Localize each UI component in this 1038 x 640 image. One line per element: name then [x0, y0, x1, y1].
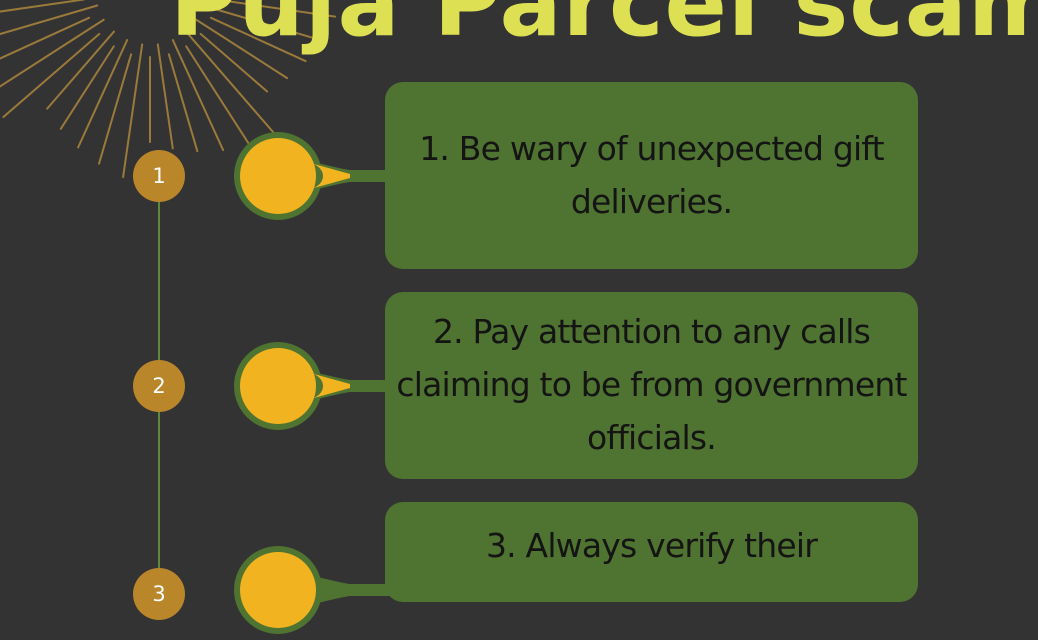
sunburst-ray [199, 32, 269, 93]
sunburst-ray [59, 45, 115, 130]
step-bubble-connector-1 [234, 132, 400, 220]
sunburst-ray [98, 53, 133, 165]
step-card-3: 3. Always verify their [385, 502, 918, 602]
step-bubble-connector-2 [234, 342, 400, 430]
step-number-badge-2: 2 [133, 360, 185, 412]
sunburst-ray [185, 30, 277, 137]
step-card-2: 2. Pay attention to any calls claiming t… [385, 292, 918, 479]
sunburst-ray [201, 4, 323, 42]
sunburst-ray [171, 39, 225, 152]
sunburst-ray [0, 0, 85, 13]
sunburst-ray [122, 43, 144, 179]
sunburst-ray [156, 43, 174, 150]
sunburst-ray [2, 32, 101, 119]
sunburst-ray [77, 39, 129, 149]
page-title: Puja Parcel scam [170, 0, 1038, 57]
sunburst-ray [209, 16, 307, 63]
step-bubble-connector-3 [234, 546, 400, 634]
sunburst-ray [0, 4, 99, 36]
step-card-1: 1. Be wary of unexpected gift deliveries… [385, 82, 918, 269]
sunburst-ray [0, 16, 91, 60]
sunburst-ray [0, 18, 105, 88]
sunburst-ray [167, 53, 199, 153]
sunburst-ray [185, 45, 251, 146]
sunburst-ray [195, 18, 289, 80]
sunburst-decoration [0, 0, 337, 179]
sunburst-ray [46, 30, 115, 110]
step-number-badge-1: 1 [133, 150, 185, 202]
sunburst-ray [215, 0, 337, 18]
